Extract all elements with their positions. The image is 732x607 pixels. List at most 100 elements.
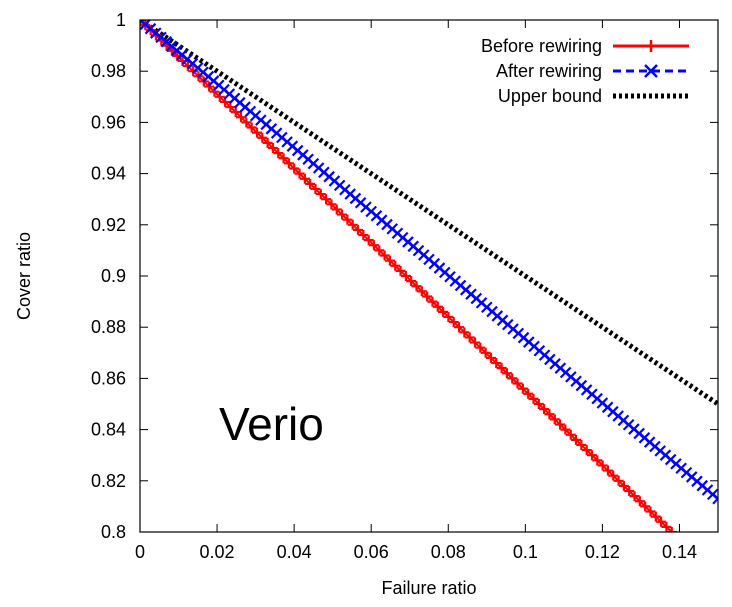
point-before-rewiring (283, 158, 294, 169)
point-before-rewiring (475, 342, 486, 353)
y-tick-label: 1 (116, 10, 126, 30)
point-before-rewiring (321, 194, 332, 205)
point-before-rewiring (289, 163, 300, 174)
y-tick-label: 0.84 (91, 420, 126, 440)
point-before-rewiring (411, 281, 422, 292)
point-before-rewiring (358, 230, 369, 241)
legend-marker-after (644, 64, 658, 78)
point-before-rewiring (278, 153, 289, 164)
point-before-rewiring (294, 168, 305, 179)
point-before-rewiring (592, 455, 603, 466)
point-before-rewiring (374, 245, 385, 256)
point-before-rewiring (262, 137, 273, 148)
legend-entry-upper: Upper bound (498, 86, 689, 106)
point-before-rewiring (251, 127, 262, 138)
x-tick-label: 0.1 (513, 542, 538, 562)
point-before-rewiring (597, 460, 608, 471)
point-before-rewiring (416, 286, 427, 297)
point-before-rewiring (326, 199, 337, 210)
y-tick-label: 0.82 (91, 471, 126, 491)
legend-marker-before (645, 40, 657, 52)
y-tick-label: 0.88 (91, 317, 126, 337)
point-before-rewiring (517, 383, 528, 394)
point-before-rewiring (432, 301, 443, 312)
point-before-rewiring (523, 388, 534, 399)
x-tick-label: 0 (135, 542, 145, 562)
y-axis-title: Cover ratio (14, 232, 34, 320)
y-tick-label: 0.94 (91, 164, 126, 184)
y-tick-label: 0.96 (91, 112, 126, 132)
point-before-rewiring (656, 516, 667, 527)
point-before-rewiring (406, 276, 417, 287)
point-before-rewiring (454, 322, 465, 333)
point-before-rewiring (368, 240, 379, 251)
point-before-rewiring (485, 352, 496, 363)
point-before-rewiring (379, 250, 390, 261)
point-before-rewiring (560, 424, 571, 435)
point-before-rewiring (533, 399, 544, 409)
point-before-rewiring (464, 332, 475, 343)
point-before-rewiring (480, 347, 491, 358)
point-before-rewiring (204, 81, 215, 92)
legend-entry-after: After rewiring (496, 61, 689, 81)
point-before-rewiring (624, 486, 635, 497)
point-before-rewiring (400, 271, 411, 281)
point-before-rewiring (422, 291, 433, 302)
point-before-rewiring (395, 265, 406, 276)
x-tick-label: 0.06 (354, 542, 389, 562)
point-before-rewiring (640, 501, 651, 512)
legend-label-upper: Upper bound (498, 86, 602, 106)
point-before-rewiring (448, 317, 459, 328)
point-before-rewiring (305, 178, 316, 189)
point-before-rewiring (581, 445, 592, 456)
point-before-rewiring (576, 439, 587, 450)
point-before-rewiring (539, 404, 550, 415)
point-before-rewiring (363, 235, 374, 246)
series-line-upper-bound (140, 20, 718, 407)
point-before-rewiring (310, 183, 321, 194)
point-before-rewiring (299, 173, 310, 184)
legend-label-after: After rewiring (496, 61, 602, 81)
point-before-rewiring (246, 122, 257, 133)
y-tick-label: 0.8 (101, 522, 126, 542)
point-before-rewiring (496, 363, 507, 374)
point-before-rewiring (342, 214, 353, 225)
point-before-rewiring (470, 337, 481, 348)
plot-frame (139, 19, 719, 533)
point-before-rewiring (650, 511, 661, 522)
point-before-rewiring (608, 470, 619, 481)
point-before-rewiring (507, 373, 518, 384)
point-before-rewiring (230, 107, 241, 118)
annotation-verio: Verio (219, 398, 324, 450)
point-before-rewiring (241, 117, 252, 128)
y-tick-label: 0.9 (101, 266, 126, 286)
point-before-rewiring (586, 450, 597, 461)
point-before-rewiring (629, 491, 640, 502)
x-tick-label: 0.02 (200, 542, 235, 562)
x-tick-label: 0.12 (585, 542, 620, 562)
point-before-rewiring (645, 506, 656, 517)
point-before-rewiring (273, 148, 284, 159)
point-before-rewiring (501, 368, 512, 379)
point-before-rewiring (315, 189, 326, 200)
x-tick-label: 0.08 (431, 542, 466, 562)
point-before-rewiring (666, 527, 677, 532)
series-layer (140, 20, 718, 532)
point-before-rewiring (491, 358, 502, 369)
point-before-rewiring (549, 414, 560, 425)
point-before-rewiring (236, 112, 247, 123)
axes: 0 0.02 0.04 0.06 0.08 0.1 0.12 0.14 0.8 0.82 0.84 0… (91, 10, 718, 562)
y-tick-label: 0.92 (91, 215, 126, 235)
y-tick-label: 0.86 (91, 368, 126, 388)
point-before-rewiring (331, 204, 342, 215)
point-before-rewiring (602, 465, 613, 476)
legend-entry-before: Before rewiring (481, 36, 689, 56)
y-tick-label: 0.98 (91, 61, 126, 81)
point-before-rewiring (427, 296, 438, 307)
point-before-rewiring (257, 132, 268, 143)
point-before-rewiring (347, 219, 358, 230)
point-before-rewiring (267, 143, 278, 153)
point-before-rewiring (634, 496, 645, 507)
